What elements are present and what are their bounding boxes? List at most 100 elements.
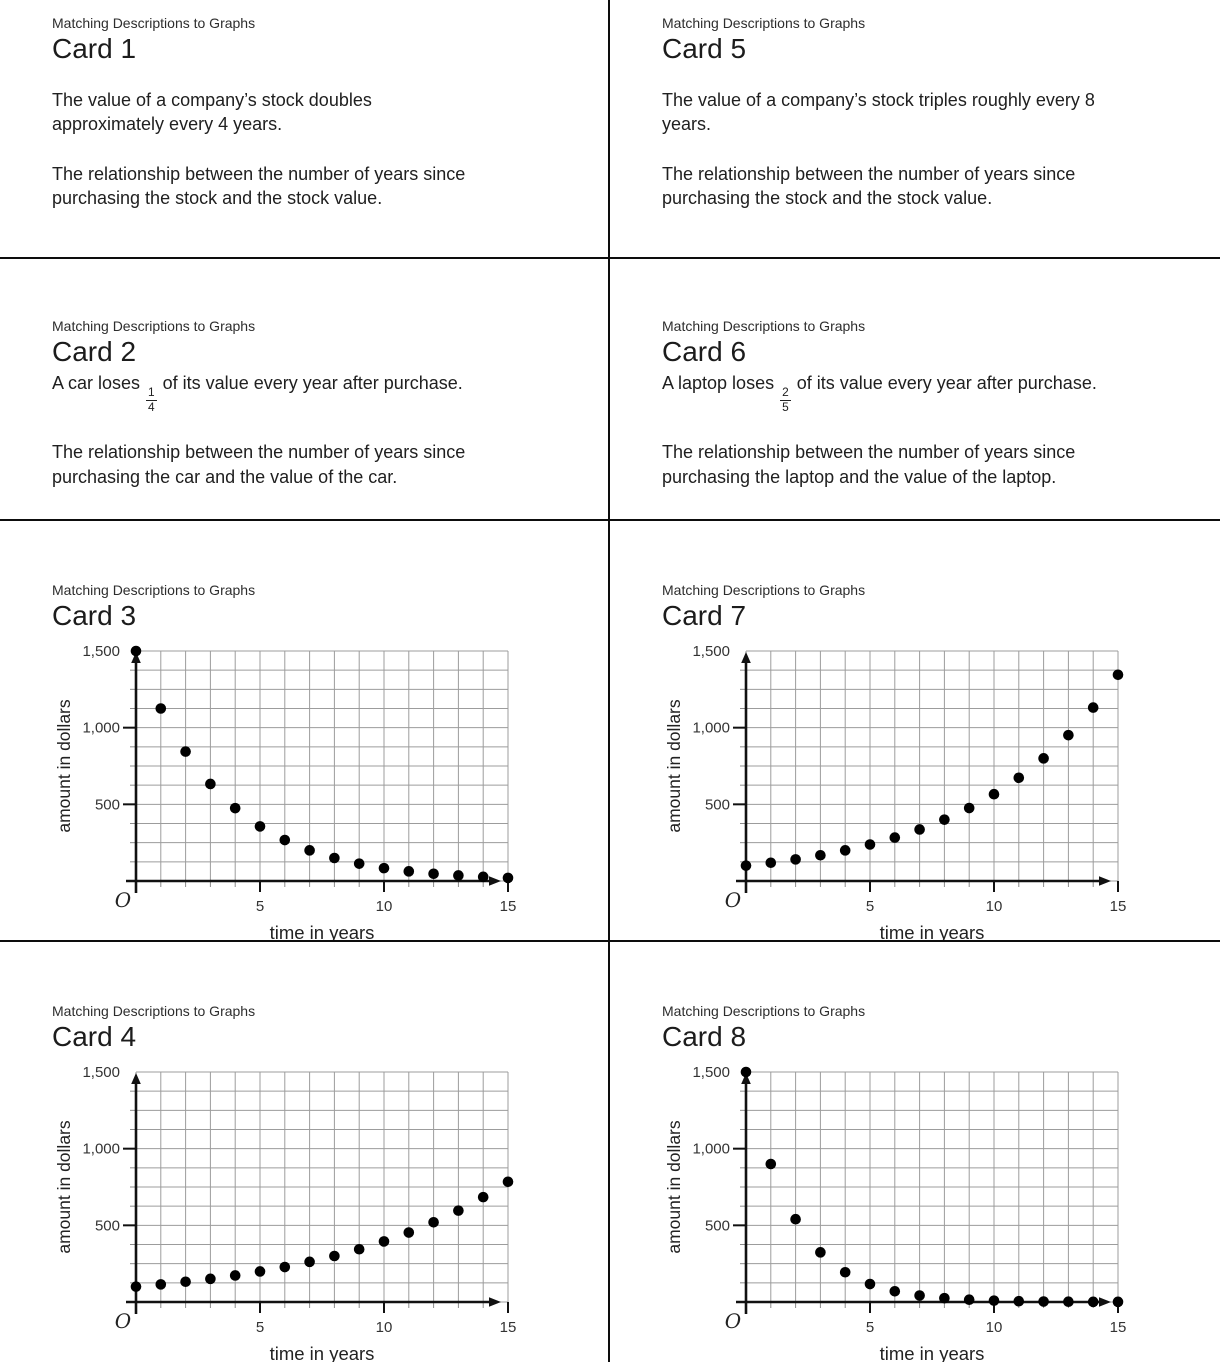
data-point (130, 645, 142, 657)
data-point (1038, 753, 1049, 764)
data-point (180, 1276, 191, 1288)
card-2: Matching Descriptions to Graphs Card 2 A… (0, 259, 610, 521)
y-axis (741, 1073, 751, 1314)
sentence-pre: A car loses (52, 373, 141, 393)
major-ticks (733, 726, 1119, 892)
data-point (765, 857, 777, 869)
x-axis-arrow-icon (489, 1297, 501, 1307)
x-tick-label: 5 (256, 1319, 264, 1336)
y-axis-arrow-icon (131, 652, 141, 663)
card-8: Matching Descriptions to Graphs Card 8 5… (610, 942, 1220, 1362)
data-point (1063, 1296, 1074, 1307)
data-point (403, 1227, 415, 1238)
origin-label: O (115, 1309, 131, 1333)
data-point (839, 1266, 851, 1278)
x-tick-label: 5 (256, 898, 264, 915)
y-axis-title: amount in dollars (54, 1120, 74, 1254)
x-axis (736, 876, 1111, 886)
origin-label: O (725, 1309, 741, 1333)
card-description: The relationship between the number of y… (662, 163, 1076, 209)
data-point (963, 1294, 975, 1305)
data-point (254, 1266, 266, 1277)
data-point (1013, 772, 1025, 784)
data-point (1013, 1295, 1025, 1307)
data-point (839, 845, 851, 856)
data-points (130, 645, 514, 884)
y-tick-label: 500 (705, 1217, 730, 1234)
data-point (502, 872, 514, 884)
card-description: The value of a company’s stock doubles a… (52, 90, 372, 135)
data-point (502, 1176, 514, 1188)
data-points (130, 1176, 514, 1292)
fraction-numerator: 2 (780, 385, 791, 401)
fraction-numerator: 1 (146, 385, 157, 401)
card-1: Matching Descriptions to Graphs Card 1 T… (0, 0, 610, 259)
data-point (453, 1205, 464, 1216)
x-tick-label: 15 (500, 1319, 517, 1336)
x-axis-title: time in years (270, 1343, 375, 1362)
x-tick-label: 5 (866, 1319, 874, 1336)
y-axis-arrow-icon (741, 652, 751, 663)
data-point (864, 839, 876, 850)
data-point (155, 703, 167, 714)
data-point (988, 1295, 1000, 1306)
x-axis (126, 1297, 501, 1307)
data-point (205, 1273, 216, 1285)
card-title: Card 5 (662, 33, 747, 64)
data-point (254, 821, 266, 832)
card-title: Card 6 (662, 336, 747, 367)
data-point (155, 1279, 167, 1290)
data-points (740, 1066, 1124, 1308)
card-3: Matching Descriptions to Graphs Card 3 5… (0, 521, 610, 942)
y-axis-title: amount in dollars (54, 699, 74, 833)
sentence-pre: A laptop loses (662, 373, 775, 393)
x-tick-label: 15 (1110, 898, 1127, 915)
data-point (229, 802, 241, 814)
card-title: Card 1 (52, 33, 137, 64)
x-tick-label: 10 (986, 1319, 1003, 1336)
x-tick-label: 15 (500, 898, 517, 915)
y-axis (131, 652, 141, 893)
major-ticks (123, 1147, 509, 1313)
data-point (428, 868, 439, 880)
data-point (889, 1285, 901, 1297)
card-description: The relationship between the number of y… (52, 442, 466, 487)
card-description: A laptop loses 2 5 of its value every year … (662, 371, 1190, 414)
card-kicker: Matching Descriptions to Graphs (662, 318, 866, 334)
data-point (453, 870, 464, 881)
card-description: The relationship between the number of y… (52, 163, 466, 209)
origin-label: O (725, 888, 741, 912)
card-title: Card 7 (662, 600, 747, 631)
data-point (428, 1216, 439, 1228)
card-description: A car loses 1 4 of its value every year aft… (52, 371, 578, 414)
data-point (1063, 729, 1074, 741)
card-title: Card 3 (52, 600, 137, 631)
y-axis (131, 1073, 141, 1314)
card-5: Matching Descriptions to Graphs Card 5 T… (610, 0, 1220, 259)
y-axis (741, 652, 751, 893)
x-axis-arrow-icon (1099, 876, 1111, 886)
y-tick-label: 1,500 (82, 643, 120, 660)
data-point (279, 834, 291, 846)
data-point (740, 1066, 752, 1078)
data-point (815, 1247, 826, 1258)
data-point (1087, 1296, 1099, 1308)
data-point (378, 862, 390, 874)
data-point (304, 1256, 315, 1268)
data-point (889, 832, 901, 843)
data-point (1112, 669, 1124, 681)
data-point (403, 866, 415, 877)
x-axis-arrow-icon (489, 876, 501, 886)
data-point (815, 849, 826, 861)
data-point (477, 871, 489, 883)
data-point (329, 852, 340, 864)
data-points (740, 669, 1124, 871)
grid (740, 1071, 1119, 1308)
grid (740, 650, 1119, 887)
grid (130, 1071, 509, 1308)
